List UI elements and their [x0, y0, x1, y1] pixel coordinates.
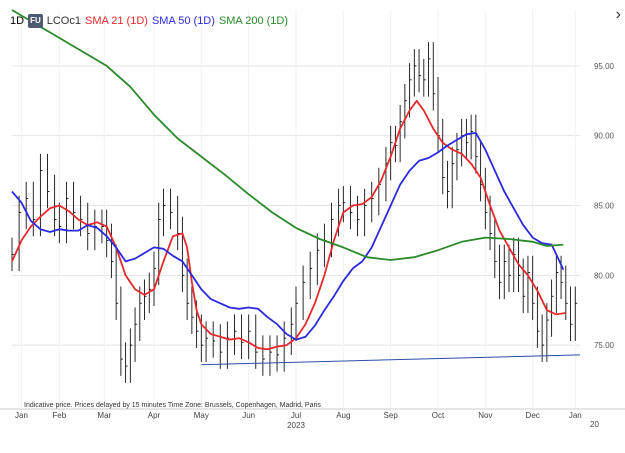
symbol-label[interactable]: LCOc1: [46, 15, 81, 27]
chart-legend: 1D FU LCOc1 SMA 21 (1D) SMA 50 (1D) SMA …: [10, 14, 288, 28]
series-line-sma21: [11, 99, 566, 351]
y-tick-label: 75.00: [594, 341, 615, 350]
x-tick-label: Nov: [478, 411, 492, 420]
x-tick-label: Jul: [291, 411, 301, 420]
x-tick-label: Dec: [526, 411, 540, 420]
x-year-label: 2023: [287, 421, 305, 430]
x-edge-label: 20: [590, 420, 599, 429]
legend-sma50[interactable]: SMA 50 (1D): [151, 15, 215, 27]
x-tick-label: Apr: [148, 411, 161, 420]
x-tick-label: Sep: [384, 411, 399, 420]
x-tick-label: Mar: [97, 411, 111, 420]
x-tick-label: Feb: [52, 411, 66, 420]
y-tick-label: 95.00: [594, 62, 615, 71]
x-tick-label: Jun: [242, 411, 255, 420]
symbol-badge: FU: [28, 14, 43, 28]
x-tick-label: Oct: [432, 411, 445, 420]
chart-footnote: Indicative price. Prices delayed by 15 m…: [24, 402, 321, 409]
y-tick-label: 90.00: [594, 132, 615, 141]
x-tick-label: Jan: [569, 411, 582, 420]
series-line-sma200: [11, 9, 564, 261]
y-tick-label: 80.00: [594, 271, 615, 280]
interval-label[interactable]: 1D: [10, 15, 25, 27]
y-tick-label: 85.00: [594, 202, 615, 211]
series-line-sma50: [11, 132, 565, 341]
legend-sma200[interactable]: SMA 200 (1D): [218, 15, 289, 27]
trendline: [201, 354, 581, 366]
x-tick-label: May: [194, 411, 209, 420]
chevron-right-icon[interactable]: ›: [615, 6, 621, 23]
legend-sma21[interactable]: SMA 21 (1D): [84, 15, 148, 27]
x-tick-label: Jan: [15, 411, 28, 420]
x-tick-label: Aug: [336, 411, 350, 420]
